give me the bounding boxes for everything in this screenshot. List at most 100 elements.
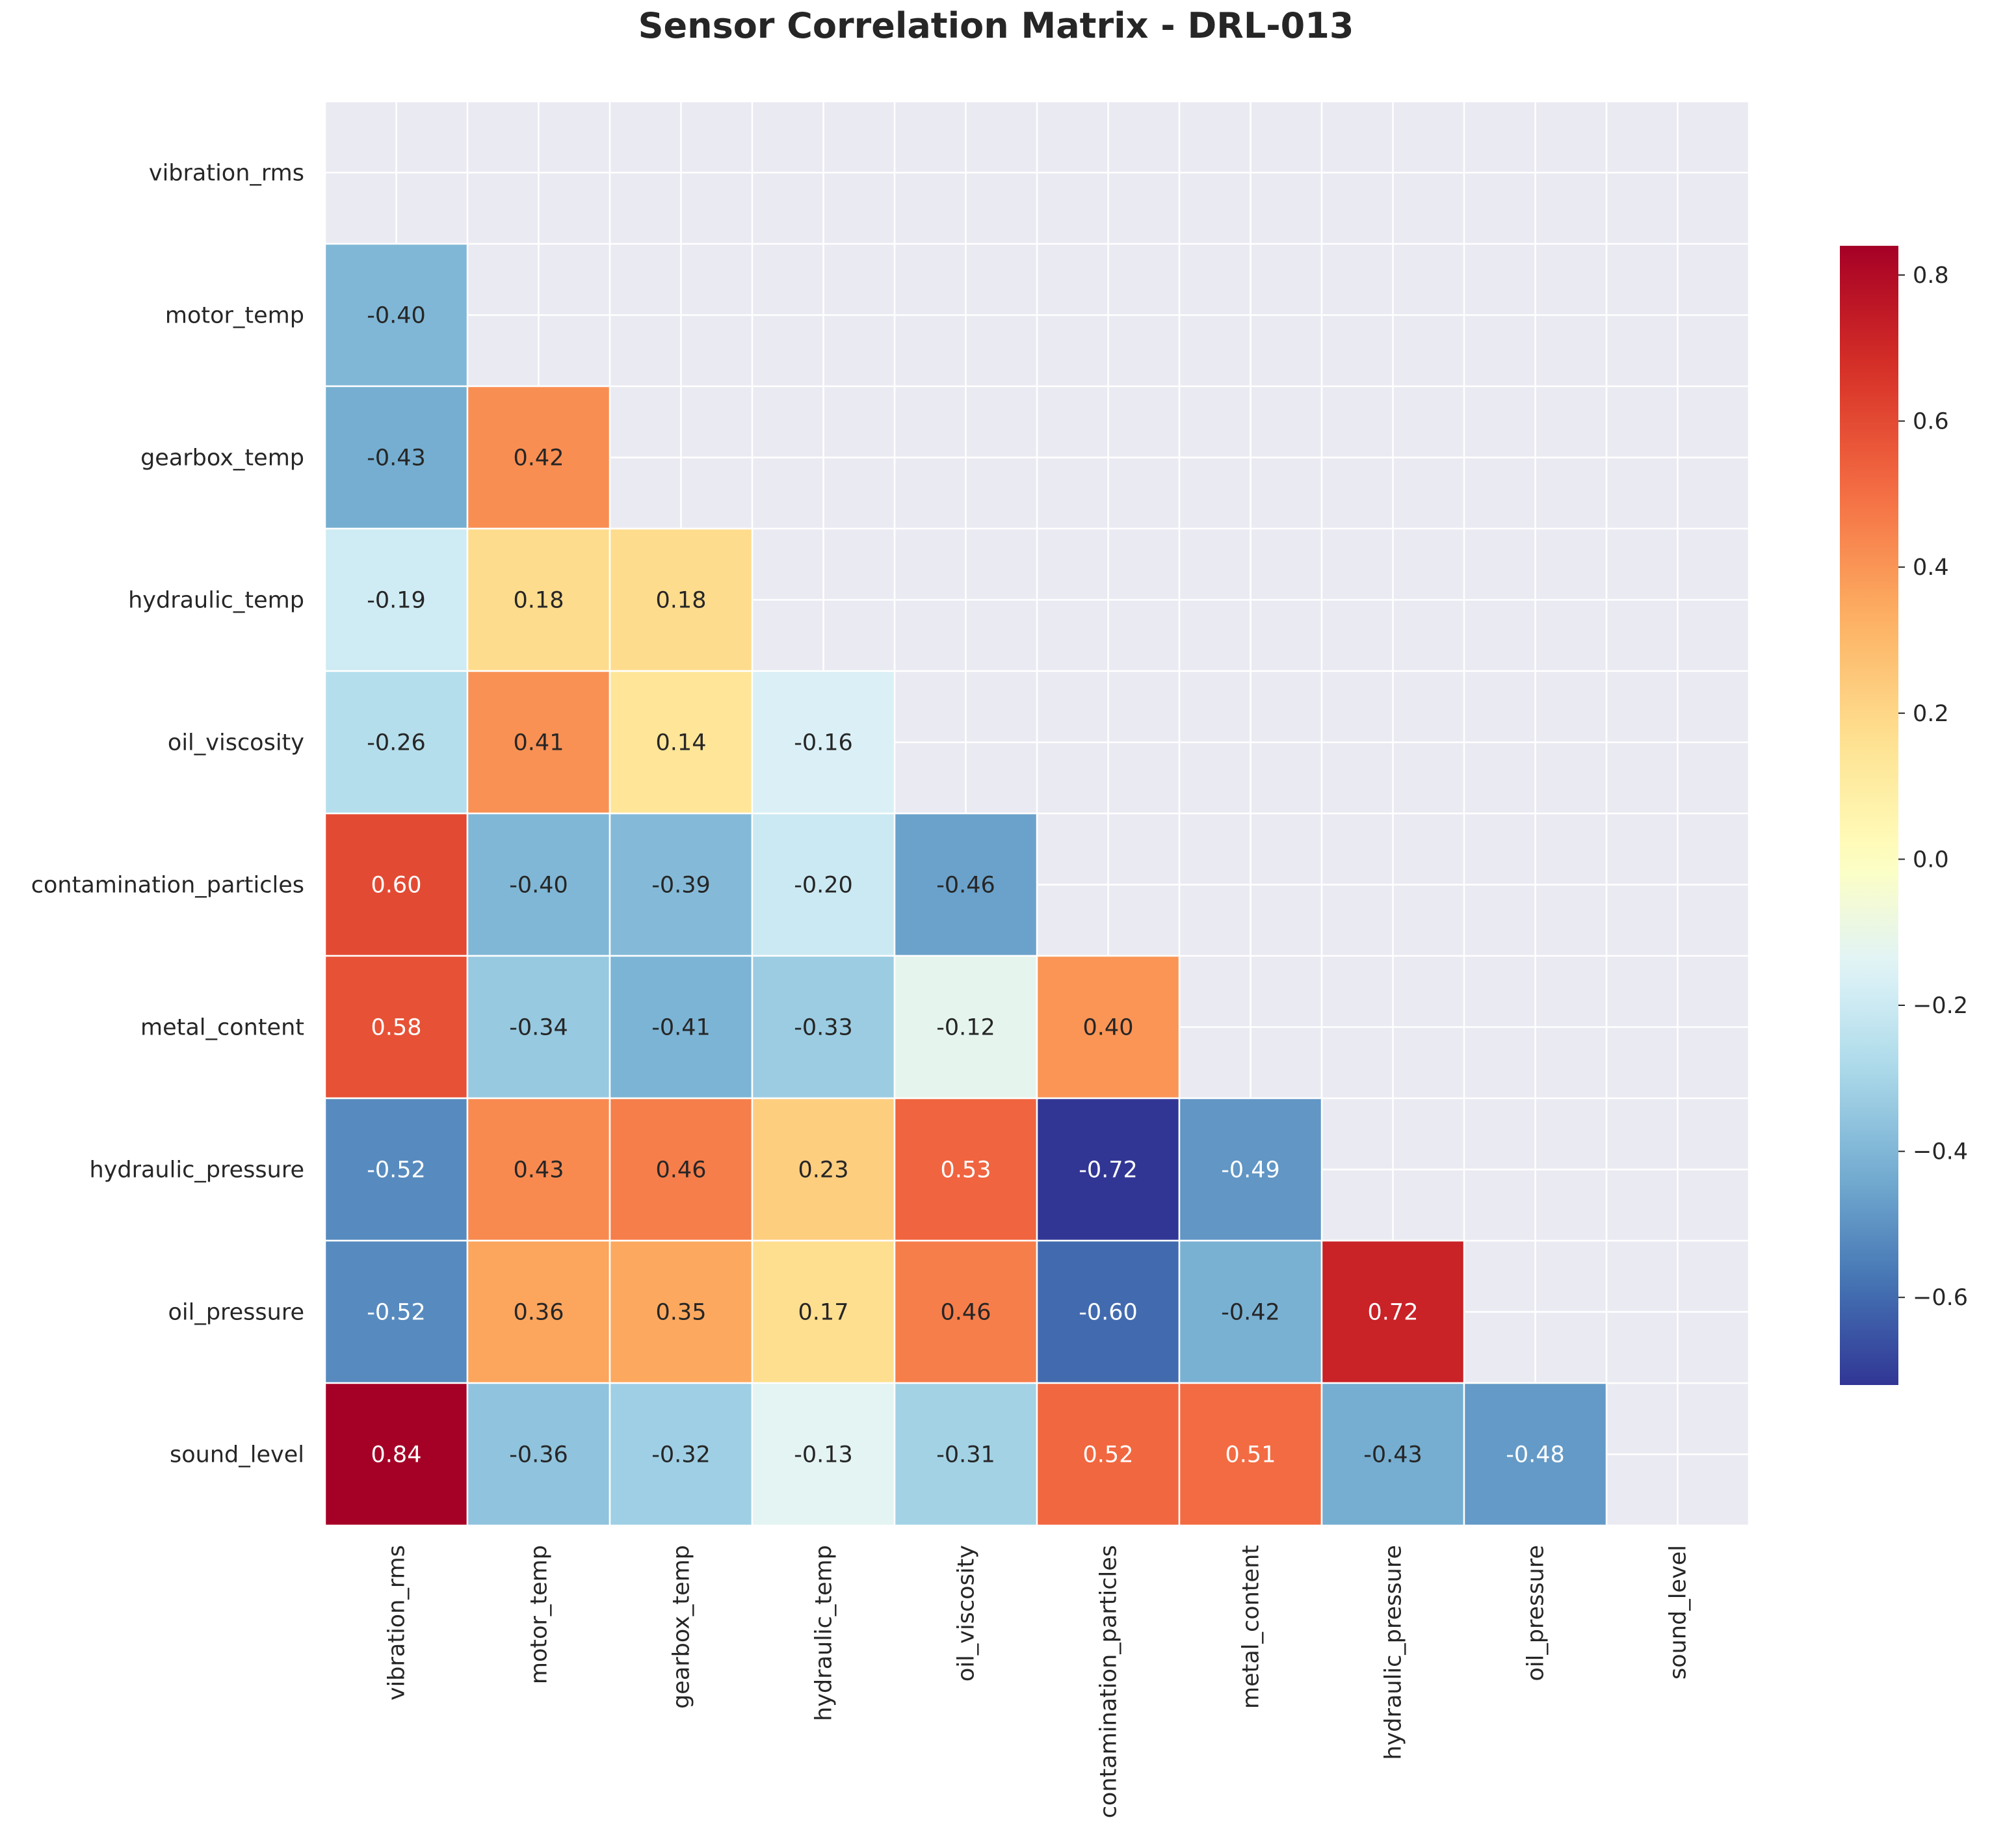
colorbar-gradient [1840, 246, 1898, 1385]
cell-value-label: 0.46 [941, 1300, 991, 1326]
cell-value-label: -0.31 [936, 1442, 995, 1468]
x-tick-label: metal_content [1238, 1545, 1265, 1709]
cell-value-label: -0.26 [367, 730, 426, 756]
cell-value-label: -0.72 [1079, 1157, 1138, 1183]
cell-value-label: -0.40 [367, 303, 426, 329]
cell-value-label: 0.41 [514, 730, 564, 756]
heatmap-cell [609, 812, 754, 957]
colorbar: −0.6 −0.4 −0.2 0.0 0.2 0.4 0.6 0.8 [1840, 246, 1968, 1385]
cell-value-label: 0.51 [1225, 1442, 1276, 1468]
x-tick-label: hydraulic_temp [811, 1545, 837, 1721]
cell-value-label: -0.41 [651, 1015, 711, 1041]
x-tick-label: gearbox_temp [669, 1545, 695, 1709]
cell-value-label: -0.16 [794, 730, 853, 756]
cell-value-label: -0.48 [1506, 1442, 1565, 1468]
cell-value-label: 0.18 [514, 588, 564, 614]
chart-title: Sensor Correlation Matrix - DRL-013 [638, 5, 1354, 46]
heatmap-cell [466, 527, 611, 672]
cell-value-label: -0.39 [651, 873, 711, 899]
cell-value-label: -0.40 [509, 873, 568, 899]
heatmap-cell [466, 1097, 611, 1242]
cell-value-label: -0.43 [367, 445, 426, 471]
cell-value-label: 0.53 [941, 1157, 991, 1183]
heatmap-cell [466, 955, 611, 1100]
y-axis-tick-labels: vibration_rms motor_temp gearbox_temphydra… [31, 161, 304, 1468]
heatmap-cell [609, 527, 754, 672]
y-tick-label: metal_content [140, 1015, 304, 1041]
heatmap-cell [324, 527, 469, 672]
heatmap-cell [466, 1239, 611, 1384]
cell-value-label: 0.18 [656, 588, 707, 614]
x-axis-tick-labels: vibration_rms motor_temp gearbox_temp hydra… [384, 1545, 1692, 1818]
cell-value-label: 0.58 [371, 1015, 422, 1041]
y-tick-label: oil_viscosity [168, 730, 304, 756]
cell-value-label: 0.46 [656, 1157, 707, 1183]
heatmap-cell [609, 670, 754, 815]
heatmap-cell [324, 1382, 469, 1527]
heatmap-cell [893, 955, 1038, 1100]
cell-value-label: 0.17 [798, 1300, 849, 1326]
heatmap-cell [324, 1097, 469, 1242]
x-tick-label: motor_temp [527, 1545, 553, 1684]
cell-value-label: 0.42 [514, 445, 564, 471]
colorbar-tick-label: −0.6 [1913, 1285, 1968, 1311]
cell-value-label: 0.40 [1083, 1015, 1134, 1041]
cell-value-label: -0.52 [367, 1300, 426, 1326]
heatmap-cell [466, 670, 611, 815]
heatmap-cell [751, 812, 896, 957]
heatmap-cell [1036, 1097, 1181, 1242]
x-tick-label: hydraulic_pressure [1381, 1545, 1407, 1760]
cell-value-label: -0.49 [1221, 1157, 1280, 1183]
colorbar-tick-label: −0.2 [1913, 993, 1968, 1019]
colorbar-tick-label: 0.6 [1913, 409, 1949, 435]
cell-value-label: 0.72 [1368, 1300, 1419, 1326]
cell-value-label: -0.46 [936, 873, 995, 899]
heatmap-cell [609, 1097, 754, 1242]
heatmap-cell [1178, 1239, 1323, 1384]
cell-value-label: 0.35 [656, 1300, 707, 1326]
y-tick-label: hydraulic_pressure [89, 1157, 304, 1183]
cell-value-label: -0.19 [367, 588, 426, 614]
heatmap-cell [893, 812, 1038, 957]
heatmap-cell [751, 955, 896, 1100]
heatmap-cell [1036, 1239, 1181, 1384]
cell-value-label: 0.36 [514, 1300, 564, 1326]
heatmap-cell [466, 1382, 611, 1527]
cell-value-label: 0.14 [656, 730, 707, 756]
y-tick-label: vibration_rms [149, 161, 304, 187]
cell-value-label: -0.43 [1363, 1442, 1422, 1468]
cell-value-label: -0.34 [509, 1015, 568, 1041]
cell-value-label: 0.60 [371, 873, 422, 899]
colorbar-tick-label: −0.4 [1913, 1139, 1968, 1165]
cell-value-label: 0.23 [798, 1157, 849, 1183]
cell-value-label: 0.43 [514, 1157, 564, 1183]
heatmap-cell [751, 1382, 896, 1527]
heatmap-cell [1320, 1239, 1465, 1384]
x-tick-label: vibration_rms [384, 1545, 410, 1700]
colorbar-tick-label: 0.0 [1913, 847, 1949, 873]
cell-value-label: -0.42 [1221, 1300, 1280, 1326]
y-tick-label: sound_level [170, 1442, 304, 1468]
colorbar-tick-label: 0.4 [1913, 555, 1949, 581]
cell-value-label: -0.60 [1079, 1300, 1138, 1326]
heatmap-cell [893, 1382, 1038, 1527]
y-tick-label: contamination_particles [31, 873, 304, 899]
y-tick-label: oil_pressure [168, 1300, 304, 1326]
heatmap-cell [751, 1239, 896, 1384]
colorbar-tick-label: 0.2 [1913, 701, 1949, 727]
heatmap-cell [893, 1239, 1038, 1384]
heatmap-cells: -0.40 -0.43 0.42 -0.19 0.18 0.18 -0.26 0.41 0.14… [324, 243, 1608, 1527]
cell-value-label: -0.20 [794, 873, 853, 899]
heatmap-cell [1320, 1382, 1465, 1527]
heatmap-cell [1178, 1382, 1323, 1527]
cell-value-label: -0.12 [936, 1015, 995, 1041]
x-tick-label: sound_level [1666, 1545, 1692, 1680]
cell-value-label: -0.52 [367, 1157, 426, 1183]
heatmap-cell [466, 385, 611, 530]
cell-value-label: 0.84 [371, 1442, 422, 1468]
heatmap-cell [1036, 1382, 1181, 1527]
heatmap-cell [324, 243, 469, 388]
cell-value-label: 0.52 [1083, 1442, 1134, 1468]
heatmap-cell [324, 385, 469, 530]
